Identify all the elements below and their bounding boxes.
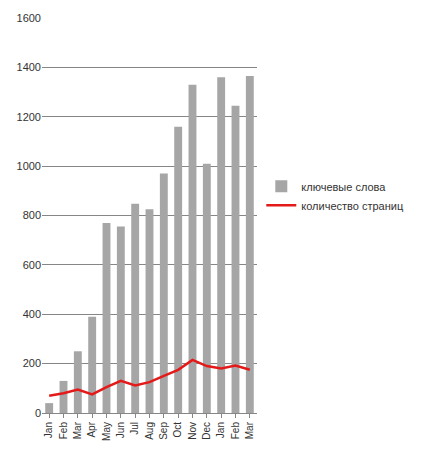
svg-text:1600: 1600 <box>17 12 41 24</box>
svg-text:600: 600 <box>23 259 41 271</box>
svg-text:количество страниц: количество страниц <box>301 200 404 212</box>
svg-text:Jan: Jan <box>43 422 54 438</box>
svg-text:Jul: Jul <box>129 422 140 435</box>
svg-text:1000: 1000 <box>17 160 41 172</box>
svg-text:ключевые слова: ключевые слова <box>301 181 386 193</box>
svg-text:800: 800 <box>23 209 41 221</box>
svg-text:400: 400 <box>23 308 41 320</box>
svg-text:1400: 1400 <box>17 61 41 73</box>
svg-text:Apr: Apr <box>86 421 97 437</box>
svg-text:May: May <box>101 422 112 441</box>
svg-text:Oct: Oct <box>172 422 183 438</box>
svg-text:Aug: Aug <box>144 422 155 440</box>
svg-text:Jun: Jun <box>115 422 126 438</box>
svg-text:Sep: Sep <box>158 422 169 440</box>
svg-text:Nov: Nov <box>187 422 198 440</box>
svg-text:1200: 1200 <box>17 111 41 123</box>
svg-text:Feb: Feb <box>230 422 241 440</box>
svg-text:0: 0 <box>35 407 41 419</box>
svg-text:Mar: Mar <box>244 421 255 439</box>
svg-text:Feb: Feb <box>58 422 69 440</box>
svg-text:Jan: Jan <box>215 422 226 438</box>
svg-text:Dec: Dec <box>201 422 212 440</box>
svg-text:Mar: Mar <box>72 421 83 439</box>
svg-text:200: 200 <box>23 357 41 369</box>
